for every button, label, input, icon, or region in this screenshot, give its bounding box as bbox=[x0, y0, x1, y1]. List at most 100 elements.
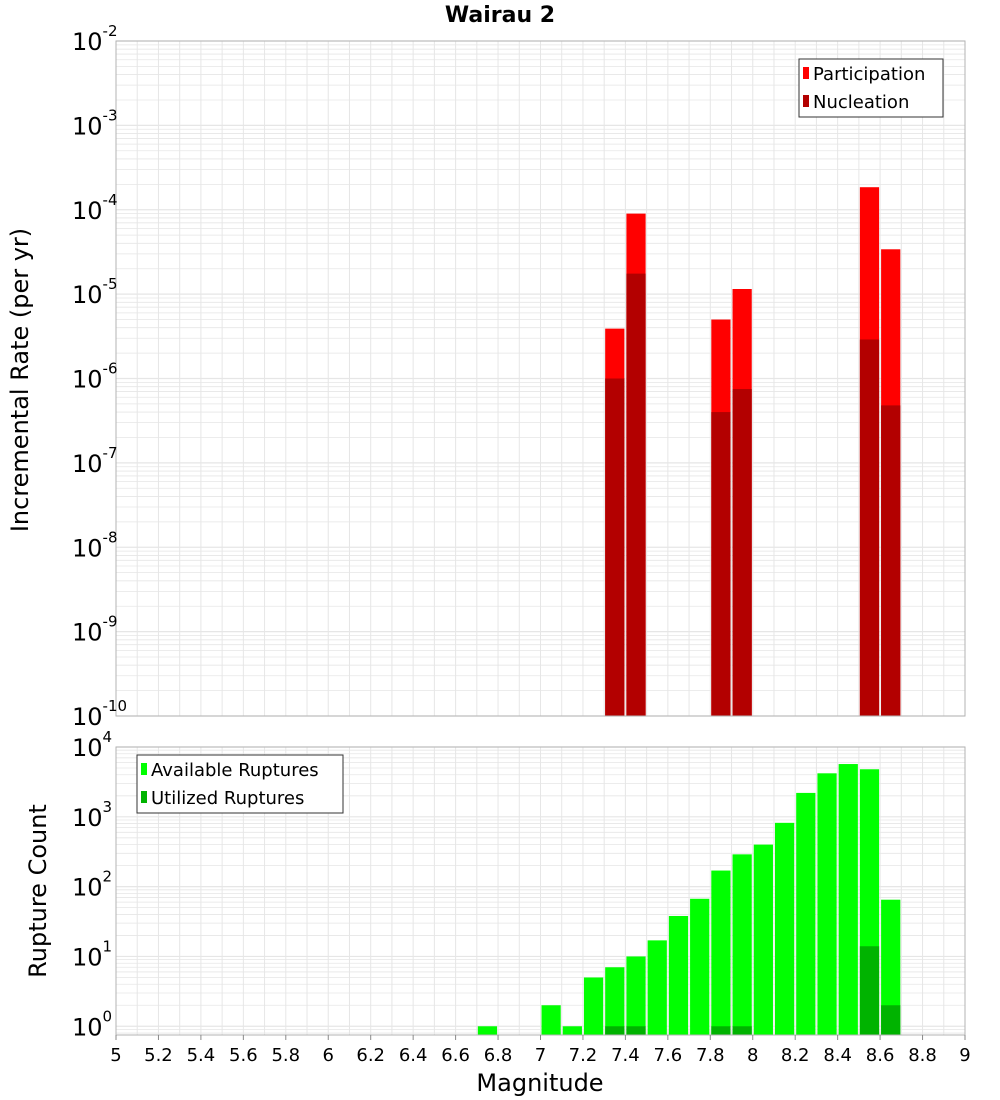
y-tick-exponent: -7 bbox=[103, 444, 118, 462]
legend-label: Available Ruptures bbox=[151, 760, 319, 781]
bar-available-ruptures bbox=[690, 898, 710, 1035]
bar-available-ruptures bbox=[838, 764, 858, 1035]
x-tick-label: 9 bbox=[959, 1045, 970, 1066]
y-tick-base: 10 bbox=[72, 734, 103, 762]
y-tick-exponent: -9 bbox=[103, 613, 118, 631]
y-tick-base: 10 bbox=[72, 703, 103, 731]
x-tick-label: 6.4 bbox=[399, 1045, 428, 1066]
x-tick-label: 8.4 bbox=[823, 1045, 852, 1066]
top-y-axis-label: Incremental Rate (per yr) bbox=[6, 228, 34, 532]
bar-utilized-ruptures bbox=[881, 1005, 901, 1035]
y-tick-base: 10 bbox=[72, 28, 103, 56]
plot-frame bbox=[115, 40, 966, 717]
bar-utilized-ruptures bbox=[732, 1026, 752, 1035]
y-tick-base: 10 bbox=[72, 534, 103, 562]
bar-available-ruptures bbox=[732, 854, 752, 1035]
y-tick-base: 10 bbox=[72, 112, 103, 140]
bar-available-ruptures bbox=[817, 773, 837, 1035]
y-tick-exponent: -8 bbox=[103, 528, 118, 546]
y-tick-label: 10-8 bbox=[72, 528, 118, 562]
grid-lines bbox=[115, 40, 966, 717]
x-tick-label: 7.2 bbox=[569, 1045, 598, 1066]
bar-nucleation bbox=[881, 405, 901, 716]
x-tick-label: 6.8 bbox=[484, 1045, 513, 1066]
x-tick-label: 5.6 bbox=[229, 1045, 258, 1066]
x-tick-label: 5.2 bbox=[144, 1045, 173, 1066]
y-tick-exponent: -3 bbox=[103, 106, 118, 124]
y-tick-label: 10-3 bbox=[72, 106, 118, 140]
y-tick-exponent: 4 bbox=[103, 728, 113, 746]
y-tick-exponent: -6 bbox=[103, 360, 118, 378]
bar-utilized-ruptures bbox=[711, 1026, 731, 1035]
y-tick-exponent: -5 bbox=[103, 275, 118, 293]
y-tick-exponent: 1 bbox=[103, 937, 113, 955]
y-tick-label: 10-5 bbox=[72, 275, 118, 309]
y-tick-base: 10 bbox=[72, 619, 103, 647]
bar-available-ruptures bbox=[477, 1026, 498, 1035]
x-axis-label: Magnitude bbox=[476, 1069, 603, 1097]
y-tick-exponent: -2 bbox=[103, 22, 118, 40]
legend-label: Participation bbox=[813, 64, 925, 85]
legend-label: Nucleation bbox=[813, 92, 909, 113]
y-tick-label: 10-2 bbox=[72, 22, 118, 56]
y-tick-label: 10-9 bbox=[72, 613, 118, 647]
x-tick-label: 8.8 bbox=[908, 1045, 937, 1066]
y-tick-label: 103 bbox=[72, 798, 112, 832]
legend-swatch bbox=[803, 95, 809, 107]
bar-available-ruptures bbox=[796, 792, 816, 1035]
bar-nucleation bbox=[626, 273, 646, 716]
x-tick-label: 8.6 bbox=[866, 1045, 895, 1066]
legend-swatch bbox=[141, 791, 147, 803]
x-tick-label: 6 bbox=[323, 1045, 334, 1066]
series-nucleation bbox=[605, 273, 901, 716]
y-tick-label: 10-6 bbox=[72, 360, 118, 394]
legend-label: Utilized Ruptures bbox=[151, 788, 304, 809]
y-tick-label: 101 bbox=[72, 937, 112, 971]
y-tick-base: 10 bbox=[72, 1013, 103, 1041]
legend-swatch bbox=[803, 67, 809, 79]
y-tick-base: 10 bbox=[72, 943, 103, 971]
y-tick-exponent: 0 bbox=[103, 1007, 113, 1025]
x-tick-label: 6.6 bbox=[441, 1045, 470, 1066]
bottom-y-axis-label: Rupture Count bbox=[24, 804, 52, 978]
y-tick-base: 10 bbox=[72, 450, 103, 478]
y-tick-exponent: 3 bbox=[103, 798, 113, 816]
bar-utilized-ruptures bbox=[859, 946, 880, 1035]
y-tick-exponent: -4 bbox=[103, 191, 118, 209]
top-panel: 10-1010-910-810-710-610-510-410-310-2Par… bbox=[72, 22, 966, 731]
bar-utilized-ruptures bbox=[605, 1026, 625, 1035]
y-tick-label: 10-10 bbox=[72, 697, 127, 731]
bar-available-ruptures bbox=[626, 956, 646, 1035]
bar-available-ruptures bbox=[605, 967, 625, 1035]
x-tick-label: 7 bbox=[535, 1045, 546, 1066]
y-tick-label: 102 bbox=[72, 868, 112, 902]
legend-box bbox=[798, 58, 944, 118]
bar-utilized-ruptures bbox=[626, 1026, 646, 1035]
bar-available-ruptures bbox=[647, 940, 667, 1035]
y-tick-label: 10-7 bbox=[72, 444, 118, 478]
y-tick-label: 10-4 bbox=[72, 191, 118, 225]
bar-available-ruptures bbox=[711, 870, 731, 1035]
legend: Participation Nucleation bbox=[798, 58, 944, 118]
y-tick-label: 100 bbox=[72, 1007, 112, 1041]
x-tick-label: 8.2 bbox=[781, 1045, 810, 1066]
y-tick-base: 10 bbox=[72, 281, 103, 309]
x-tick-label: 5.8 bbox=[271, 1045, 300, 1066]
bar-nucleation bbox=[711, 412, 731, 716]
chart-title: Wairau 2 bbox=[445, 3, 555, 28]
y-tick-label: 104 bbox=[72, 728, 112, 762]
x-tick-label: 5 bbox=[110, 1045, 121, 1066]
series-utilized-ruptures bbox=[605, 946, 901, 1035]
bar-available-ruptures bbox=[774, 822, 795, 1035]
bar-available-ruptures bbox=[541, 1005, 561, 1035]
y-tick-exponent: 2 bbox=[103, 868, 113, 886]
bar-available-ruptures bbox=[583, 977, 604, 1035]
legend: Available Ruptures Utilized Ruptures bbox=[136, 754, 344, 814]
x-tick-label: 5.4 bbox=[187, 1045, 216, 1066]
bar-nucleation bbox=[859, 339, 880, 716]
legend-swatch bbox=[141, 763, 147, 775]
x-tick-label: 6.2 bbox=[356, 1045, 385, 1066]
y-tick-base: 10 bbox=[72, 366, 103, 394]
